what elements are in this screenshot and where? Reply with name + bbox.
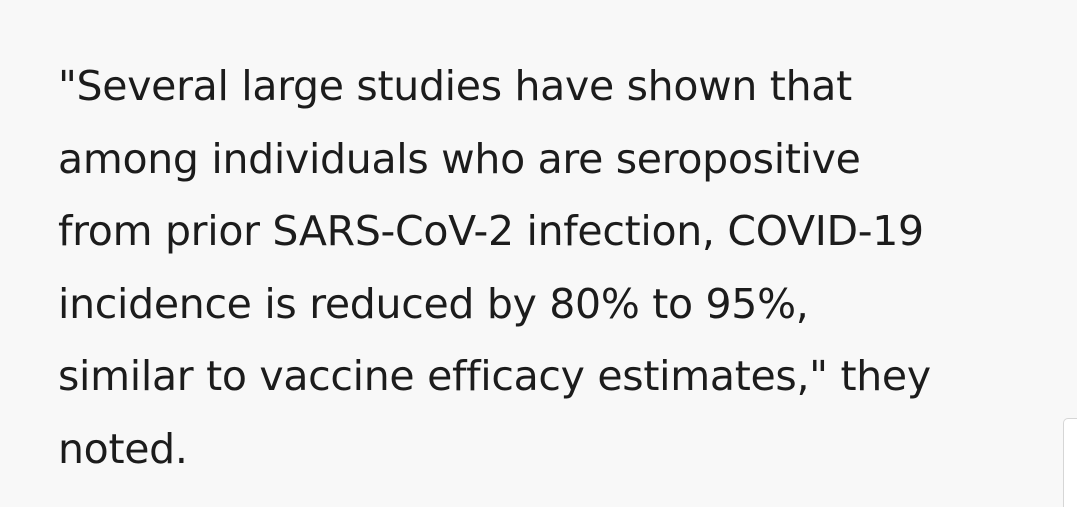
article-quote-paragraph: "Several large studies have shown that a… (58, 50, 1058, 485)
quote-line: among individuals who are seropositive (58, 134, 861, 183)
quote-line: incidence is reduced by 80% to 95%, (58, 279, 809, 328)
scroll-handle[interactable] (1063, 418, 1077, 507)
quote-line: similar to vaccine efficacy estimates," … (58, 352, 931, 400)
quote-line: "Several large studies have shown that (58, 62, 852, 110)
quote-line: from prior SARS-CoV-2 infection, COVID-1… (58, 207, 924, 255)
quote-line: noted. (58, 424, 188, 473)
